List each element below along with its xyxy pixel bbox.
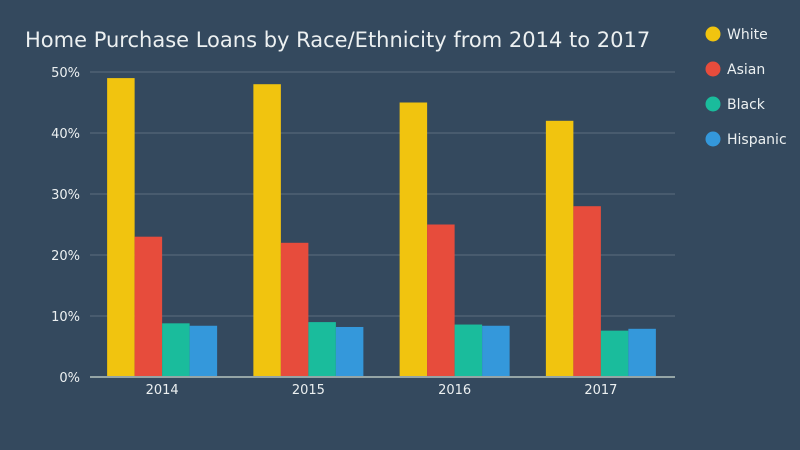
bar-black-2014	[162, 323, 190, 377]
bar-hispanic-2015	[335, 326, 364, 377]
legend-swatch-asian	[705, 61, 721, 77]
bar-hispanic-2014	[189, 325, 218, 377]
y-tick-label: 0%	[59, 371, 80, 386]
bar-white-2016	[399, 102, 428, 377]
legend-label-black: Black	[727, 97, 766, 113]
bar-black-2016	[454, 324, 483, 377]
legend-swatch-black	[705, 96, 721, 112]
legend-label-hispanic: Hispanic	[727, 132, 787, 148]
y-tick-label: 10%	[51, 310, 80, 325]
legend: White Asian Black Hispanic	[705, 26, 787, 148]
bar-white-2017	[545, 120, 574, 378]
bar-hispanic-2016	[482, 325, 510, 377]
x-tick-label: 2015	[292, 383, 325, 398]
bar-white-2014	[107, 78, 135, 377]
legend-swatch-white	[705, 26, 721, 42]
y-tick-label: 40%	[51, 127, 80, 142]
y-axis-ticks: 0% 10% 20% 30% 40% 50%	[51, 66, 80, 386]
x-tick-label: 2014	[146, 383, 179, 398]
y-tick-label: 20%	[51, 249, 80, 264]
bar-white-2015	[253, 84, 281, 377]
legend-label-white: White	[727, 27, 768, 43]
y-tick-label: 30%	[51, 188, 80, 203]
legend-swatch-hispanic	[705, 131, 721, 147]
x-tick-label: 2016	[438, 383, 471, 398]
y-tick-label: 50%	[51, 66, 80, 81]
bar-black-2017	[600, 330, 629, 377]
bar-asian-2017	[573, 206, 601, 377]
bars	[107, 78, 656, 378]
legend-label-asian: Asian	[727, 62, 765, 78]
x-tick-label: 2017	[584, 383, 617, 398]
x-axis-ticks: 2014 2015 2016 2017	[146, 383, 618, 398]
bar-asian-2016	[427, 224, 455, 377]
bar-asian-2015	[280, 242, 309, 377]
bar-black-2015	[308, 322, 336, 377]
chart-title: Home Purchase Loans by Race/Ethnicity fr…	[25, 28, 650, 52]
bar-hispanic-2017	[628, 328, 656, 377]
bar-asian-2014	[134, 236, 163, 377]
